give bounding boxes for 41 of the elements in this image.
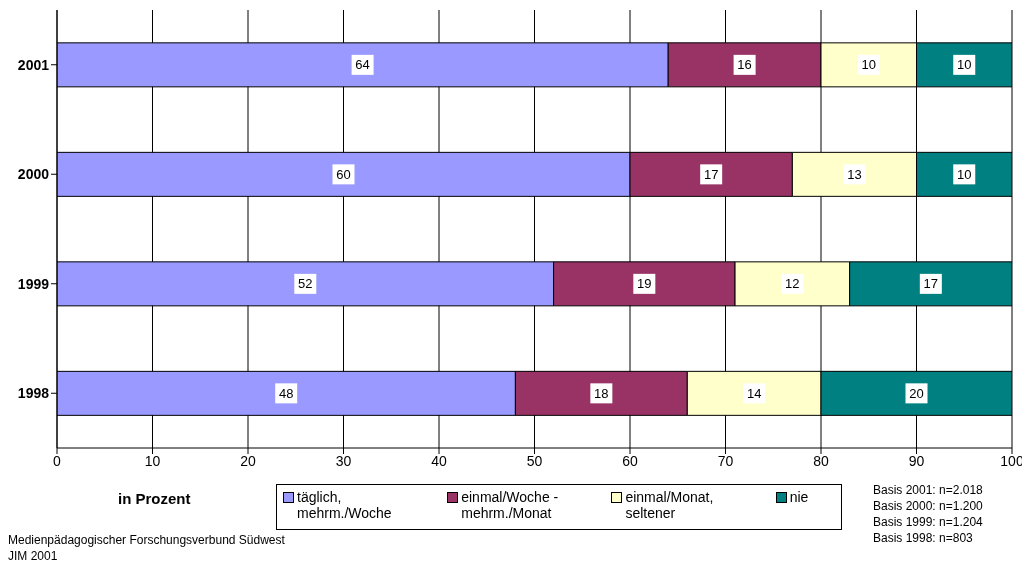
- legend-label: täglich, mehrm./Woche: [297, 489, 393, 521]
- x-tick-label: 0: [53, 452, 62, 469]
- y-tick-label: 1998: [17, 385, 50, 402]
- x-tick-label: 40: [431, 452, 447, 469]
- data-label: 14: [746, 385, 762, 401]
- x-tick-label: 10: [144, 452, 161, 469]
- text: Medienpädagogischer Forschungsverbund Südwest: [8, 532, 285, 548]
- x-tick-label: 60: [622, 452, 638, 469]
- data-label: 10: [957, 166, 972, 182]
- data-label: 20: [909, 385, 924, 401]
- legend-label: einmal/Monat, seltener: [625, 489, 715, 521]
- legend-label: einmal/Woche - mehrm./Monat: [461, 489, 560, 521]
- text: Basis 2001: n=2.018: [873, 482, 983, 498]
- legend-label: nie: [789, 489, 810, 505]
- data-label: 48: [278, 385, 294, 401]
- x-tick-label: 20: [240, 452, 256, 469]
- x-tick-label: 80: [813, 452, 829, 469]
- y-tick-label: 2001: [17, 56, 50, 73]
- x-tick-label: 30: [335, 452, 352, 469]
- data-label: 60: [336, 166, 351, 182]
- data-label: 52: [298, 276, 313, 292]
- text: JIM 2001: [8, 548, 59, 564]
- text: Basis 1998: n=803: [873, 530, 974, 546]
- data-label: 18: [594, 385, 609, 401]
- y-tick-label: 1999: [17, 275, 50, 292]
- text: Basis 2000: n=1.200: [873, 498, 983, 514]
- y-tick-label: 2000: [17, 166, 50, 183]
- data-label: 13: [847, 166, 862, 182]
- data-label: 12: [785, 276, 800, 292]
- data-label: 10: [957, 57, 972, 73]
- data-label: 17: [703, 166, 719, 182]
- data-label: 10: [861, 57, 876, 73]
- x-tick-label: 90: [908, 452, 925, 469]
- text: Basis 1999: n=1.204: [873, 514, 983, 530]
- data-label: 16: [737, 57, 752, 73]
- data-label: 17: [923, 276, 939, 292]
- data-label: 19: [637, 276, 652, 292]
- x-tick-label: 70: [717, 452, 734, 469]
- data-label: 64: [355, 57, 370, 73]
- x-tick-label: 50: [526, 452, 543, 469]
- x-axis-title: in Prozent: [118, 490, 191, 507]
